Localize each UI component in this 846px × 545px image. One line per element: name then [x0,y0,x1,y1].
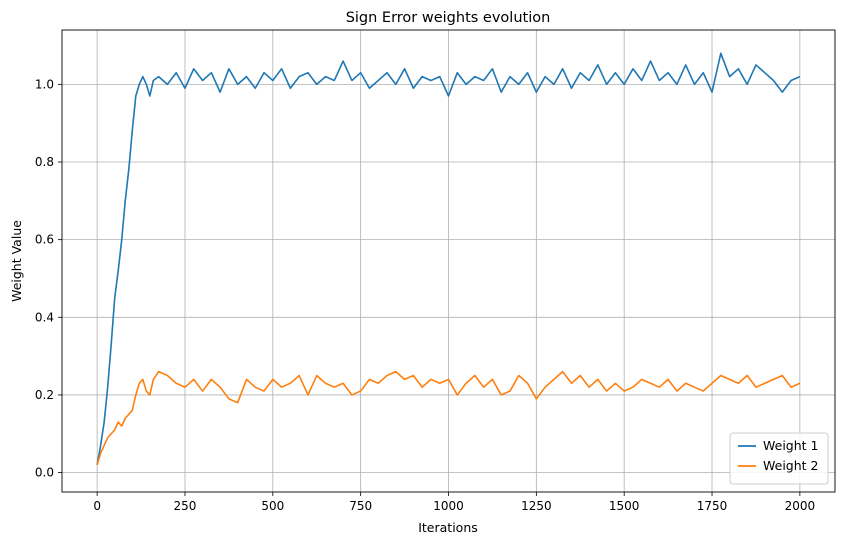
y-tick-label: 0.0 [35,466,54,480]
x-tick-label: 1000 [433,499,464,513]
x-tick-label: 250 [174,499,197,513]
legend-label-1: Weight 1 [763,438,818,453]
ticks: 0 250 500 750 1000 1250 1500 1750 2000 0.0 0.2 0.4 0… [35,77,815,513]
x-tick-label: 1750 [697,499,728,513]
y-tick-label: 0.4 [35,310,54,324]
x-tick-label: 0 [93,499,101,513]
y-tick-label: 0.6 [35,233,54,247]
x-tick-label: 1250 [521,499,552,513]
series-line-2 [96,370,801,466]
legend-label-2: Weight 2 [763,458,818,473]
x-tick-label: 1500 [609,499,640,513]
x-tick-label: 500 [261,499,284,513]
series-line-1 [96,52,801,465]
legend: Weight 1 Weight 2 [729,432,829,485]
x-tick-label: 2000 [785,499,816,513]
y-tick-label: 1.0 [35,77,54,91]
x-tick-label: 750 [349,499,372,513]
x-axis-label: Iterations [418,520,478,535]
series-layer [96,52,801,466]
y-tick-label: 0.2 [35,388,54,402]
y-tick-label: 0.8 [35,155,54,169]
y-axis-label: Weight Value [9,220,24,302]
chart-title: Sign Error weights evolution [346,10,551,26]
grid [62,30,835,492]
